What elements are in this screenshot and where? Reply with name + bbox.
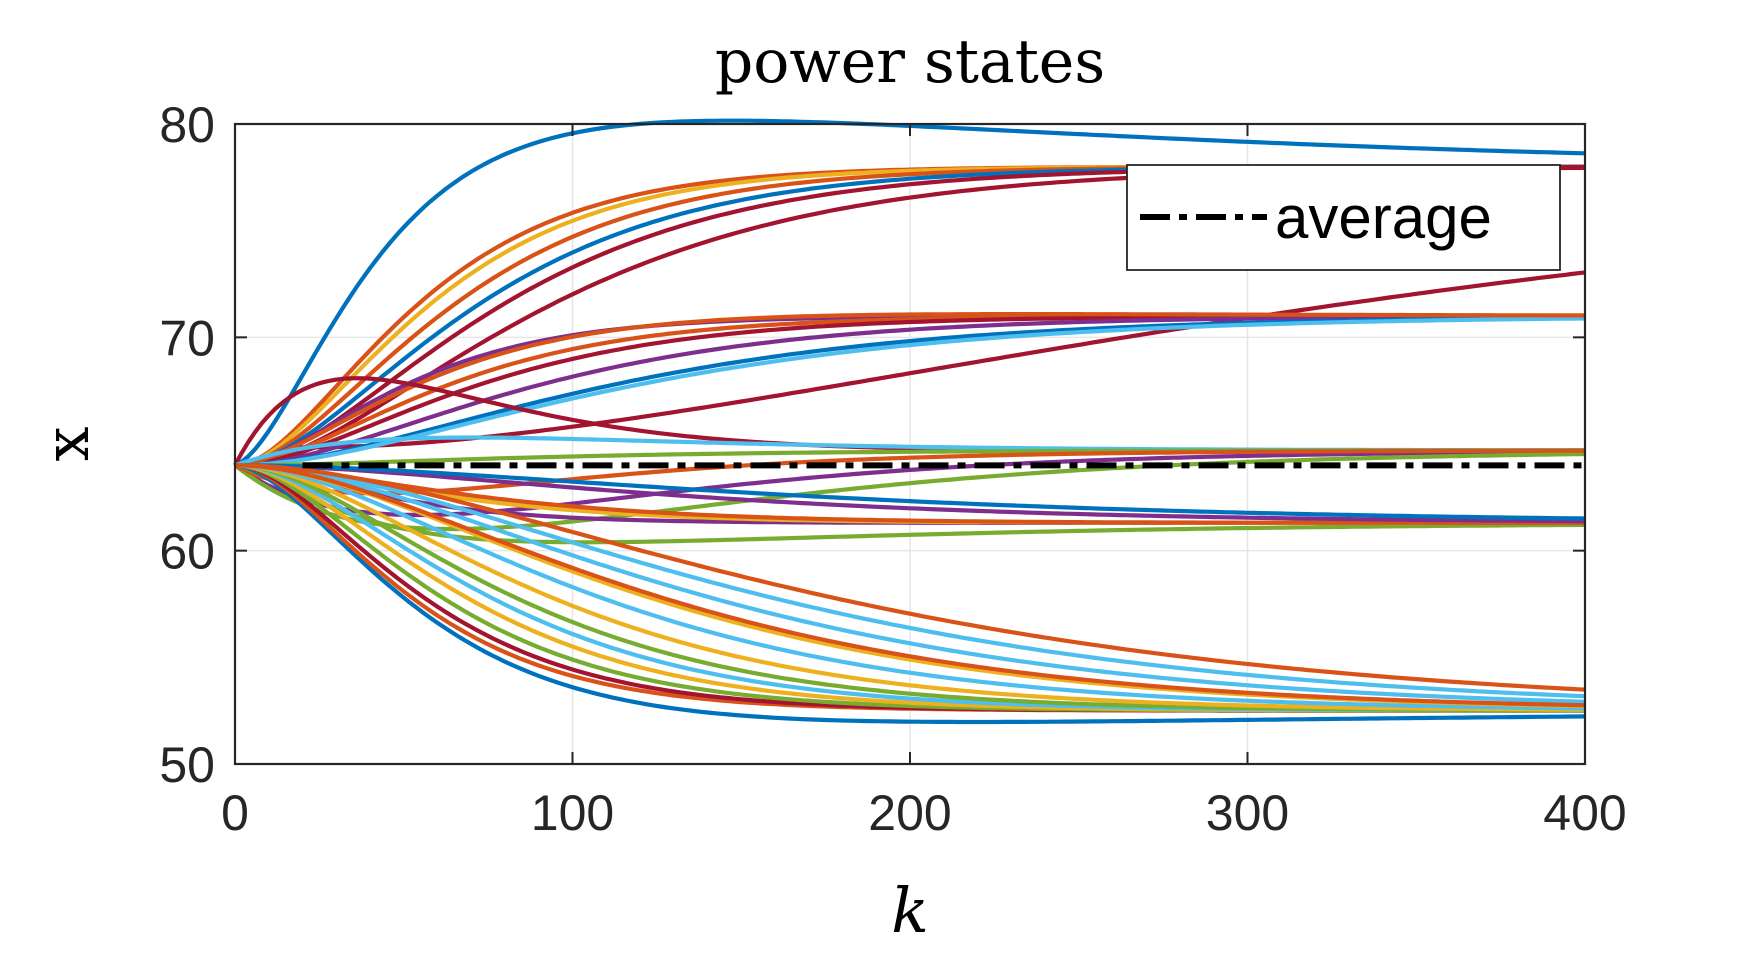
grid-lines <box>235 124 1585 764</box>
series-line-s41 <box>234 463 1586 692</box>
x-tick-label: 0 <box>221 785 249 841</box>
series-line-s35 <box>234 463 1585 712</box>
series-line-s36 <box>234 463 1586 711</box>
series-line-s28 <box>234 463 1586 725</box>
series-line-s12 <box>234 314 1585 468</box>
legend: average <box>1126 164 1561 271</box>
y-tick-label: 80 <box>159 97 215 153</box>
series-line-s38 <box>234 463 1586 704</box>
x-tick-label: 100 <box>531 785 614 841</box>
series-line-s27 <box>235 463 1586 521</box>
y-tick-label: 60 <box>159 524 215 580</box>
legend-average-label: average <box>1275 184 1492 251</box>
series-line-s14 <box>235 316 1585 468</box>
y-axis-label: x <box>30 426 103 461</box>
series-line-s39 <box>234 463 1586 699</box>
series-line-s25 <box>234 463 1585 525</box>
x-tick-label: 400 <box>1543 785 1626 841</box>
x-axis-label: k <box>891 874 929 947</box>
series-line-s23 <box>234 463 1585 545</box>
series-line-s15 <box>234 312 1585 468</box>
series-line-s21 <box>234 448 1585 496</box>
chart-title: power states <box>715 27 1105 97</box>
y-tick-label: 50 <box>159 737 215 793</box>
y-tick-label: 70 <box>159 310 215 366</box>
series-line-s26 <box>234 463 1586 524</box>
x-tick-label: 200 <box>868 785 951 841</box>
series-line-s40 <box>234 463 1586 708</box>
series-line-s19 <box>233 449 1585 518</box>
legend-box <box>1126 164 1561 271</box>
x-tick-label: 300 <box>1206 785 1289 841</box>
axis-ticks: 0 100 200 300 400 50 60 70 80 <box>159 97 1626 841</box>
